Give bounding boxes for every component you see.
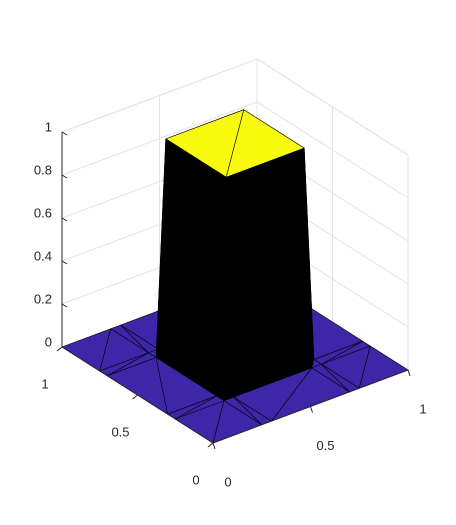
x-tick bbox=[310, 406, 313, 413]
x-tick bbox=[407, 369, 411, 377]
x-tick bbox=[212, 442, 216, 450]
z-tick bbox=[61, 260, 68, 265]
z-tick bbox=[61, 174, 68, 179]
y-tick-label: 1 bbox=[41, 376, 48, 391]
y-tick bbox=[207, 442, 214, 448]
z-tick-label: 0.6 bbox=[34, 205, 52, 220]
z-tick bbox=[61, 217, 68, 222]
y-tick bbox=[56, 346, 63, 352]
z-tick bbox=[61, 131, 68, 136]
x-tick-label: 0.5 bbox=[316, 438, 334, 453]
z-tick-label: 1 bbox=[45, 119, 52, 134]
z-tick bbox=[61, 303, 68, 308]
box-edge bbox=[256, 58, 409, 156]
x-tick-label: 0 bbox=[224, 474, 231, 489]
y-tick-label: 0.5 bbox=[111, 424, 129, 439]
y-tick-label: 0 bbox=[192, 472, 199, 487]
z-tick-label: 0 bbox=[45, 334, 52, 349]
z-tick-label: 0.4 bbox=[34, 248, 52, 263]
z-tick-label: 0.8 bbox=[34, 162, 52, 177]
y-tick bbox=[132, 394, 138, 400]
z-tick bbox=[61, 346, 68, 351]
box-edge bbox=[61, 58, 258, 133]
z-tick-label: 0.2 bbox=[34, 291, 52, 306]
x-tick-label: 1 bbox=[419, 401, 426, 416]
